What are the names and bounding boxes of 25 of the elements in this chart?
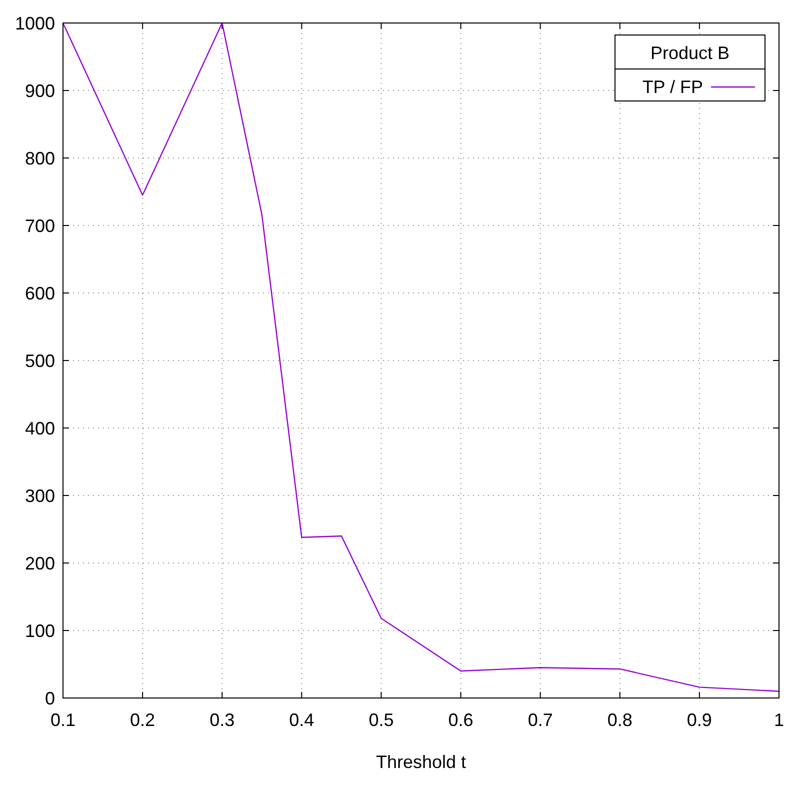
x-tick-label: 0.2 (130, 710, 156, 730)
legend-title: Product B (650, 43, 730, 63)
x-tick-label: 0.6 (448, 710, 474, 730)
y-tick-label: 500 (24, 350, 55, 371)
x-axis-title: Threshold t (376, 752, 466, 772)
y-tick-label: 600 (24, 283, 55, 304)
y-tick-label: 700 (24, 216, 55, 236)
x-tick-label: 0.9 (686, 710, 712, 730)
x-tick-label: 0.3 (210, 710, 235, 730)
y-tick-label: 300 (24, 486, 55, 506)
x-tick-label: 0.5 (368, 710, 394, 730)
line-series (62, 22, 780, 692)
y-tick-label: 1000 (14, 13, 55, 34)
y-tick-label: 0 (44, 688, 55, 708)
x-tick-label: 0.4 (289, 710, 314, 730)
y-tick-label: 900 (24, 80, 55, 101)
x-tick-label: 0.8 (607, 710, 632, 730)
legend-label: TP / FP (642, 77, 703, 97)
x-tick-label: 0.1 (50, 710, 76, 730)
y-tick-label: 400 (24, 418, 55, 438)
x-tick-label: 0.7 (528, 710, 553, 730)
y-tick-label: 100 (24, 620, 55, 641)
x-tick-label: 1 (774, 710, 784, 730)
y-tick-label: 800 (24, 148, 55, 168)
y-tick-label: 200 (24, 553, 55, 574)
